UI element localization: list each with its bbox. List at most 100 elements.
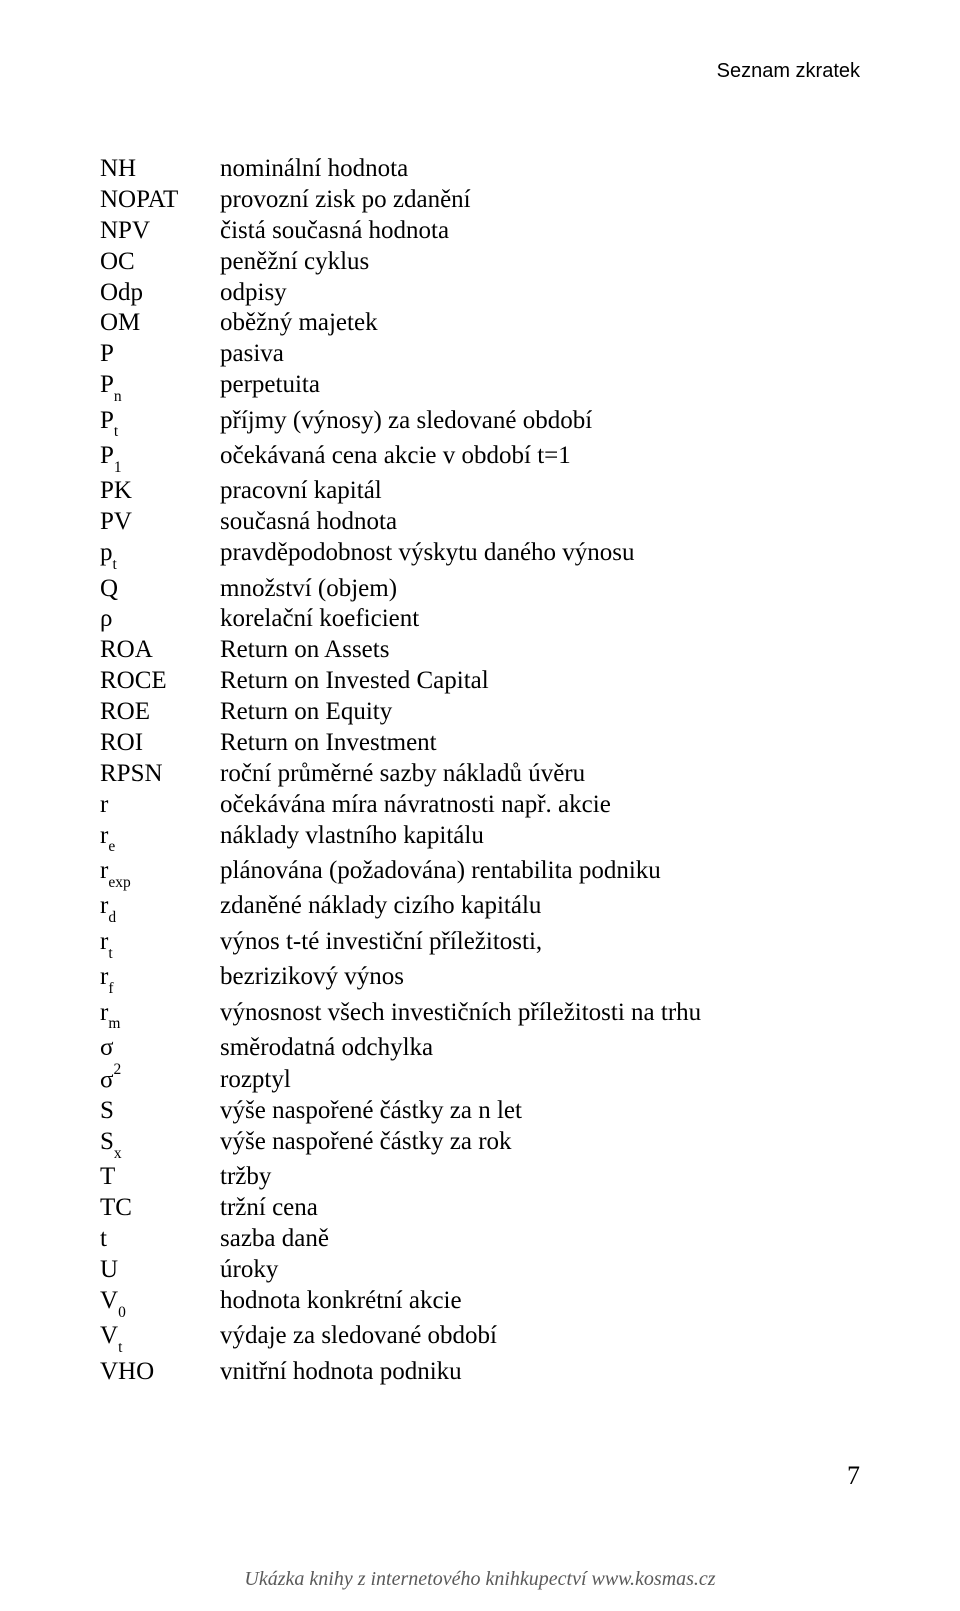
abbr-term: TC xyxy=(100,1195,220,1220)
abbr-term: ROA xyxy=(100,637,220,662)
list-item: Odpodpisy xyxy=(100,280,860,305)
list-item: NHnominální hodnota xyxy=(100,156,860,181)
abbr-description: množství (objem) xyxy=(220,576,860,601)
list-item: TCtržní cena xyxy=(100,1195,860,1220)
abbr-description: zdaněné náklady cizího kapitálu xyxy=(220,893,860,918)
abbr-description: peněžní cyklus xyxy=(220,249,860,274)
list-item: Pnperpetuita xyxy=(100,372,860,402)
list-item: Qmnožství (objem) xyxy=(100,576,860,601)
list-item: Svýše naspořené částky za n let xyxy=(100,1098,860,1123)
abbr-description: perpetuita xyxy=(220,372,860,397)
abbr-term: NOPAT xyxy=(100,187,220,212)
abbr-description: úroky xyxy=(220,1257,860,1282)
abbr-description: rozptyl xyxy=(220,1067,860,1092)
list-item: rtvýnos t-té investiční příležitosti, xyxy=(100,929,860,959)
list-item: renáklady vlastního kapitálu xyxy=(100,823,860,853)
abbr-term: U xyxy=(100,1257,220,1282)
list-item: σ2rozptyl xyxy=(100,1066,860,1092)
abbr-term: NH xyxy=(100,156,220,181)
abbr-term: S xyxy=(100,1098,220,1123)
list-item: P1očekávaná cena akcie v období t=1 xyxy=(100,443,860,473)
abbr-term: Q xyxy=(100,576,220,601)
list-item: rexpplánována (požadována) rentabilita p… xyxy=(100,858,860,888)
abbr-term: σ xyxy=(100,1035,220,1060)
abbr-description: příjmy (výnosy) za sledované období xyxy=(220,408,860,433)
list-item: OCpeněžní cyklus xyxy=(100,249,860,274)
abbr-description: Return on Investment xyxy=(220,730,860,755)
abbr-term: Pt xyxy=(100,408,220,438)
abbr-term: rd xyxy=(100,893,220,923)
list-item: rfbezrizikový výnos xyxy=(100,964,860,994)
abbr-term: Odp xyxy=(100,280,220,305)
abbr-description: odpisy xyxy=(220,280,860,305)
list-item: PVsoučasná hodnota xyxy=(100,509,860,534)
list-item: Sxvýše naspořené částky za rok xyxy=(100,1129,860,1159)
abbr-description: sazba daně xyxy=(220,1226,860,1251)
abbr-description: provozní zisk po zdanění xyxy=(220,187,860,212)
abbr-term: ROCE xyxy=(100,668,220,693)
list-item: rdzdaněné náklady cizího kapitálu xyxy=(100,893,860,923)
abbr-description: tržní cena xyxy=(220,1195,860,1220)
list-item: Ptpříjmy (výnosy) za sledované období xyxy=(100,408,860,438)
abbr-term: PV xyxy=(100,509,220,534)
list-item: tsazba daně xyxy=(100,1226,860,1251)
abbr-description: výše naspořené částky za n let xyxy=(220,1098,860,1123)
list-item: Uúroky xyxy=(100,1257,860,1282)
list-item: V0hodnota konkrétní akcie xyxy=(100,1288,860,1318)
abbr-term: σ2 xyxy=(100,1066,220,1092)
document-page: Seznam zkratek NHnominální hodnotaNOPATp… xyxy=(0,0,960,1611)
list-item: ROIReturn on Investment xyxy=(100,730,860,755)
list-item: NOPATprovozní zisk po zdanění xyxy=(100,187,860,212)
abbr-term: Sx xyxy=(100,1129,220,1159)
list-item: ROEReturn on Equity xyxy=(100,699,860,724)
abbr-description: plánována (požadována) rentabilita podni… xyxy=(220,858,860,883)
abbr-description: pasiva xyxy=(220,341,860,366)
abbr-description: očekávána míra návratnosti např. akcie xyxy=(220,792,860,817)
abbr-description: tržby xyxy=(220,1164,860,1189)
abbr-description: oběžný majetek xyxy=(220,310,860,335)
list-item: rmvýnosnost všech investičních příležito… xyxy=(100,1000,860,1030)
list-item: NPVčistá současná hodnota xyxy=(100,218,860,243)
abbr-description: výnosnost všech investičních příležitost… xyxy=(220,1000,860,1025)
abbr-description: současná hodnota xyxy=(220,509,860,534)
page-number: 7 xyxy=(847,1461,860,1491)
abbr-description: Return on Assets xyxy=(220,637,860,662)
abbr-description: korelační koeficient xyxy=(220,606,860,631)
list-item: Vtvýdaje za sledované období xyxy=(100,1323,860,1353)
list-item: Ttržby xyxy=(100,1164,860,1189)
abbr-description: nominální hodnota xyxy=(220,156,860,181)
abbr-term: ROE xyxy=(100,699,220,724)
abbr-term: t xyxy=(100,1226,220,1251)
abbr-description: očekávaná cena akcie v období t=1 xyxy=(220,443,860,468)
abbr-term: pt xyxy=(100,540,220,570)
abbr-description: výdaje za sledované období xyxy=(220,1323,860,1348)
abbr-term: OC xyxy=(100,249,220,274)
abbr-term: V0 xyxy=(100,1288,220,1318)
abbr-term: rf xyxy=(100,964,220,994)
abbr-term: ROI xyxy=(100,730,220,755)
section-title: Seznam zkratek xyxy=(717,60,860,83)
abbr-term: re xyxy=(100,823,220,853)
abbr-term: RPSN xyxy=(100,761,220,786)
list-item: ROAReturn on Assets xyxy=(100,637,860,662)
abbr-term: NPV xyxy=(100,218,220,243)
abbr-term: P xyxy=(100,341,220,366)
list-item: ρkorelační koeficient xyxy=(100,606,860,631)
abbr-description: Return on Equity xyxy=(220,699,860,724)
abbr-description: výše naspořené částky za rok xyxy=(220,1129,860,1154)
abbr-description: pravděpodobnost výskytu daného výnosu xyxy=(220,540,860,565)
list-item: σsměrodatná odchylka xyxy=(100,1035,860,1060)
abbr-term: OM xyxy=(100,310,220,335)
abbr-description: bezrizikový výnos xyxy=(220,964,860,989)
list-item: ročekávána míra návratnosti např. akcie xyxy=(100,792,860,817)
abbr-term: VHO xyxy=(100,1359,220,1384)
abbr-description: pracovní kapitál xyxy=(220,478,860,503)
abbr-description: Return on Invested Capital xyxy=(220,668,860,693)
abbreviation-list: NHnominální hodnotaNOPATprovozní zisk po… xyxy=(100,156,860,1390)
abbr-term: r xyxy=(100,792,220,817)
abbr-term: rm xyxy=(100,1000,220,1030)
abbr-description: vnitřní hodnota podniku xyxy=(220,1359,860,1384)
abbr-description: roční průměrné sazby nákladů úvěru xyxy=(220,761,860,786)
footer-note: Ukázka knihy z internetového knihkupectv… xyxy=(0,1568,960,1591)
abbr-description: náklady vlastního kapitálu xyxy=(220,823,860,848)
